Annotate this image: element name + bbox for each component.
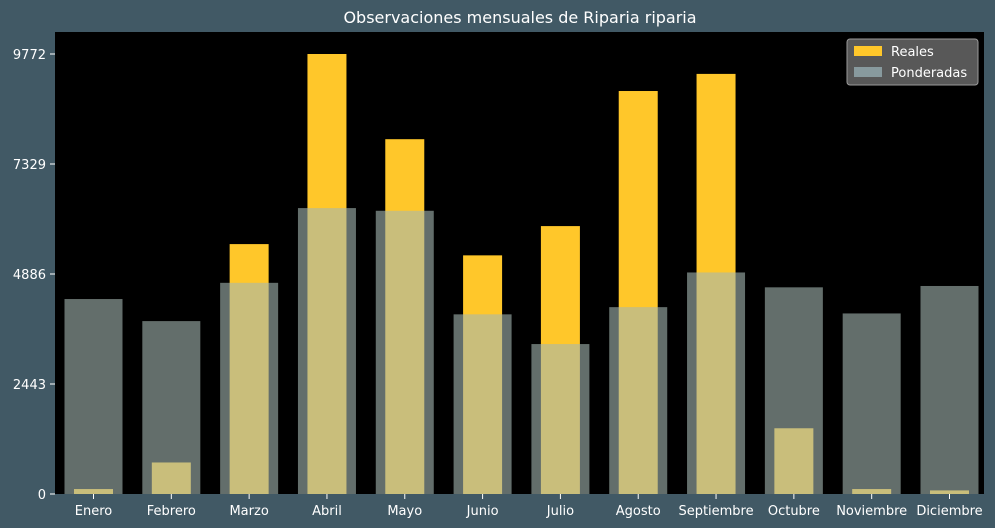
bar-ponderadas bbox=[764, 287, 823, 494]
x-tick-label: Octubre bbox=[768, 504, 820, 519]
bar-ponderadas bbox=[453, 314, 512, 494]
legend-swatch-ponderadas bbox=[854, 67, 882, 77]
legend-label-ponderadas: Ponderadas bbox=[891, 66, 967, 81]
legend: Reales Ponderadas bbox=[846, 38, 979, 86]
x-tick-label: Diciembre bbox=[916, 504, 982, 519]
y-tick-label: 9772 bbox=[13, 48, 46, 63]
x-tick-label: Septiembre bbox=[678, 504, 753, 519]
x-tick-label: Mayo bbox=[387, 504, 422, 519]
plot-area bbox=[55, 32, 984, 494]
x-tick-label: Marzo bbox=[229, 504, 268, 519]
x-tick-label: Junio bbox=[466, 504, 499, 519]
y-tick-label: 2443 bbox=[13, 378, 46, 393]
bar-ponderadas bbox=[609, 307, 668, 494]
bar-ponderadas bbox=[842, 313, 901, 494]
bar-ponderadas bbox=[220, 282, 279, 494]
bar-ponderadas bbox=[920, 285, 979, 494]
y-tick-label: 7329 bbox=[13, 158, 46, 173]
bar-ponderadas bbox=[375, 210, 434, 494]
bar-ponderadas bbox=[297, 208, 356, 494]
bar-ponderadas bbox=[687, 272, 746, 494]
bar-ponderadas bbox=[64, 299, 123, 494]
y-tick-label: 4886 bbox=[13, 268, 46, 283]
x-tick-label: Agosto bbox=[616, 504, 661, 519]
x-tick-label: Noviembre bbox=[836, 504, 907, 519]
y-tick-label: 0 bbox=[38, 488, 46, 503]
bar-ponderadas bbox=[531, 344, 590, 494]
x-tick-label: Enero bbox=[75, 504, 113, 519]
chart-title: Observaciones mensuales de Riparia ripar… bbox=[343, 8, 696, 27]
legend-swatch-reales bbox=[854, 46, 882, 56]
x-tick-label: Julio bbox=[546, 504, 574, 519]
bar-ponderadas bbox=[142, 321, 201, 494]
legend-label-reales: Reales bbox=[891, 45, 934, 60]
x-tick-label: Abril bbox=[312, 504, 342, 519]
x-tick-label: Febrero bbox=[147, 504, 196, 519]
